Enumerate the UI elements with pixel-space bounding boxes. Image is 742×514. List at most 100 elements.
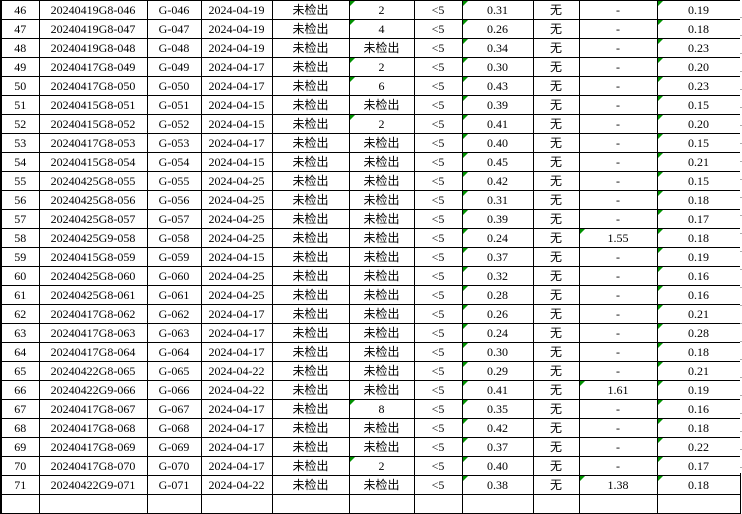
- cell-sample-id[interactable]: 20240425G8-056: [38, 190, 148, 210]
- cell-result-c[interactable]: <5: [413, 209, 463, 229]
- cell-row-number[interactable]: 65: [0, 361, 40, 381]
- cell-result-b[interactable]: 2: [348, 456, 415, 476]
- cell-result-d[interactable]: 0.37: [461, 437, 534, 457]
- cell-sampling-date[interactable]: 2024-04-19: [200, 38, 273, 58]
- cell-result-d[interactable]: 0.41: [461, 380, 534, 400]
- cell-result-d[interactable]: 0.28: [461, 285, 534, 305]
- cell-result-g[interactable]: 0.17: [656, 209, 741, 229]
- cell-result-d[interactable]: 0.41: [461, 114, 534, 134]
- cell-row-number[interactable]: 60: [0, 266, 40, 286]
- cell-result-g[interactable]: 0.19: [656, 380, 741, 400]
- cell-sample-id[interactable]: 20240417G8-067: [38, 399, 148, 419]
- cell-site-code[interactable]: G-052: [146, 114, 202, 134]
- cell-sampling-date[interactable]: 2024-04-25: [200, 228, 273, 248]
- cell-result-b[interactable]: 未检出: [348, 475, 415, 495]
- cell-result-e[interactable]: 无: [532, 304, 580, 324]
- cell-row-number[interactable]: 55: [0, 171, 40, 191]
- cell-result-c[interactable]: <5: [413, 361, 463, 381]
- cell-result-c[interactable]: <5: [413, 399, 463, 419]
- cell-sample-id[interactable]: 20240425G8-057: [38, 209, 148, 229]
- cell-row-number[interactable]: 67: [0, 399, 40, 419]
- cell-result-d[interactable]: 0.34: [461, 38, 534, 58]
- cell-result-c[interactable]: <5: [413, 418, 463, 438]
- cell-result-g[interactable]: [656, 494, 741, 514]
- cell-result-b[interactable]: 未检出: [348, 304, 415, 324]
- cell-result-c[interactable]: <5: [413, 57, 463, 77]
- cell-site-code[interactable]: G-058: [146, 228, 202, 248]
- cell-result-b[interactable]: 未检出: [348, 247, 415, 267]
- cell-result-e[interactable]: 无: [532, 171, 580, 191]
- cell-result-e[interactable]: 无: [532, 228, 580, 248]
- cell-site-code[interactable]: G-059: [146, 247, 202, 267]
- cell-sampling-date[interactable]: 2024-04-17: [200, 57, 273, 77]
- cell-result-d[interactable]: 0.35: [461, 399, 534, 419]
- cell-result-a[interactable]: 未检出: [271, 456, 350, 476]
- cell-site-code[interactable]: G-057: [146, 209, 202, 229]
- cell-result-e[interactable]: 无: [532, 266, 580, 286]
- cell-result-b[interactable]: 未检出: [348, 266, 415, 286]
- cell-result-e[interactable]: 无: [532, 95, 580, 115]
- cell-row-number[interactable]: 71: [0, 475, 40, 495]
- cell-result-b[interactable]: 未检出: [348, 323, 415, 343]
- cell-result-a[interactable]: 未检出: [271, 418, 350, 438]
- cell-result-a[interactable]: 未检出: [271, 57, 350, 77]
- cell-sample-id[interactable]: 20240415G8-052: [38, 114, 148, 134]
- cell-row-number[interactable]: 70: [0, 456, 40, 476]
- cell-result-b[interactable]: 2: [348, 0, 415, 20]
- cell-result-f[interactable]: -: [578, 247, 658, 267]
- cell-sampling-date[interactable]: 2024-04-17: [200, 323, 273, 343]
- cell-result-f[interactable]: -: [578, 19, 658, 39]
- cell-site-code[interactable]: G-064: [146, 342, 202, 362]
- cell-result-c[interactable]: <5: [413, 171, 463, 191]
- cell-sampling-date[interactable]: 2024-04-17: [200, 399, 273, 419]
- cell-result-f[interactable]: 1.38: [578, 475, 658, 495]
- cell-site-code[interactable]: G-051: [146, 95, 202, 115]
- cell-result-g[interactable]: 0.18: [656, 190, 741, 210]
- cell-result-c[interactable]: <5: [413, 38, 463, 58]
- cell-sample-id[interactable]: 20240425G8-055: [38, 171, 148, 191]
- cell-site-code[interactable]: G-056: [146, 190, 202, 210]
- cell-result-f[interactable]: -: [578, 76, 658, 96]
- cell-result-b[interactable]: 未检出: [348, 418, 415, 438]
- cell-sampling-date[interactable]: 2024-04-19: [200, 0, 273, 20]
- cell-sample-id[interactable]: 20240415G8-054: [38, 152, 148, 172]
- cell-result-g[interactable]: 0.19: [656, 247, 741, 267]
- cell-row-number[interactable]: 47: [0, 19, 40, 39]
- cell-result-a[interactable]: 未检出: [271, 95, 350, 115]
- cell-result-b[interactable]: 6: [348, 76, 415, 96]
- cell-result-b[interactable]: 未检出: [348, 133, 415, 153]
- cell-result-g[interactable]: 0.23: [656, 38, 741, 58]
- cell-result-a[interactable]: 未检出: [271, 380, 350, 400]
- cell-site-code[interactable]: G-067: [146, 399, 202, 419]
- cell-site-code[interactable]: G-071: [146, 475, 202, 495]
- cell-result-e[interactable]: 无: [532, 114, 580, 134]
- cell-result-d[interactable]: 0.37: [461, 247, 534, 267]
- cell-result-e[interactable]: 无: [532, 399, 580, 419]
- cell-result-a[interactable]: 未检出: [271, 475, 350, 495]
- cell-result-e[interactable]: 无: [532, 209, 580, 229]
- cell-site-code[interactable]: [146, 494, 202, 514]
- cell-result-e[interactable]: 无: [532, 190, 580, 210]
- cell-result-a[interactable]: 未检出: [271, 209, 350, 229]
- cell-result-f[interactable]: -: [578, 57, 658, 77]
- cell-result-g[interactable]: 0.20: [656, 114, 741, 134]
- cell-result-d[interactable]: 0.30: [461, 342, 534, 362]
- cell-result-d[interactable]: 0.31: [461, 190, 534, 210]
- cell-result-g[interactable]: 0.21: [656, 152, 741, 172]
- cell-row-number[interactable]: 51: [0, 95, 40, 115]
- cell-result-e[interactable]: 无: [532, 380, 580, 400]
- cell-result-f[interactable]: [578, 494, 658, 514]
- cell-result-b[interactable]: [348, 494, 415, 514]
- cell-result-b[interactable]: 未检出: [348, 209, 415, 229]
- cell-result-d[interactable]: 0.29: [461, 361, 534, 381]
- cell-result-b[interactable]: 未检出: [348, 342, 415, 362]
- cell-sampling-date[interactable]: 2024-04-15: [200, 247, 273, 267]
- cell-sample-id[interactable]: 20240417G8-050: [38, 76, 148, 96]
- cell-row-number[interactable]: 69: [0, 437, 40, 457]
- cell-result-f[interactable]: -: [578, 133, 658, 153]
- cell-result-c[interactable]: <5: [413, 190, 463, 210]
- cell-result-c[interactable]: <5: [413, 152, 463, 172]
- cell-result-f[interactable]: -: [578, 437, 658, 457]
- cell-result-d[interactable]: 0.38: [461, 475, 534, 495]
- cell-result-f[interactable]: -: [578, 399, 658, 419]
